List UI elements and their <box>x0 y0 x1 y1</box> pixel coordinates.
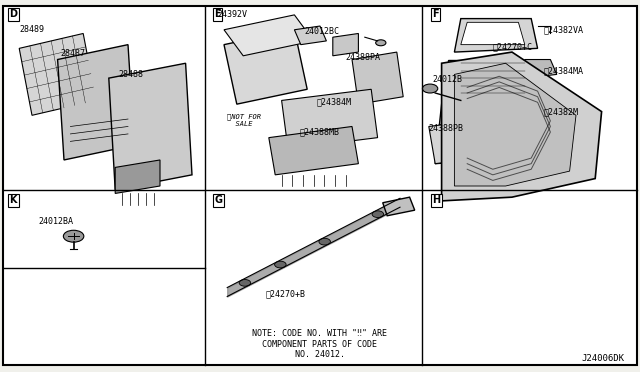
Text: 28489: 28489 <box>19 25 44 34</box>
Text: ※24382VA: ※24382VA <box>544 25 584 34</box>
Text: 24392V: 24392V <box>218 10 248 19</box>
Text: 24388PA: 24388PA <box>346 53 381 62</box>
Text: ※24384M: ※24384M <box>317 98 352 107</box>
Circle shape <box>63 230 84 242</box>
Circle shape <box>422 84 438 93</box>
Polygon shape <box>448 60 538 97</box>
Text: 24012B: 24012B <box>432 76 462 84</box>
Circle shape <box>376 40 386 46</box>
Text: ※24388MB: ※24388MB <box>300 128 340 137</box>
Polygon shape <box>448 112 531 156</box>
Text: 24012BA: 24012BA <box>38 217 74 226</box>
Polygon shape <box>109 63 192 190</box>
Polygon shape <box>115 160 160 193</box>
Text: 24012BC: 24012BC <box>304 27 339 36</box>
Polygon shape <box>525 60 557 78</box>
Polygon shape <box>19 33 96 115</box>
Polygon shape <box>58 45 134 160</box>
Text: 24388PB: 24388PB <box>429 124 464 133</box>
Polygon shape <box>383 197 415 216</box>
Text: E: E <box>214 9 221 19</box>
Circle shape <box>239 279 251 286</box>
Polygon shape <box>333 33 358 56</box>
Circle shape <box>372 211 383 218</box>
Polygon shape <box>461 22 525 45</box>
Circle shape <box>275 261 286 268</box>
Polygon shape <box>269 126 358 175</box>
Text: J24006DK: J24006DK <box>581 354 624 363</box>
Polygon shape <box>454 63 576 186</box>
Text: K: K <box>10 195 17 205</box>
Polygon shape <box>294 26 326 45</box>
Polygon shape <box>429 119 493 164</box>
Polygon shape <box>224 15 314 56</box>
Text: D: D <box>10 9 18 19</box>
Text: G: G <box>214 195 223 205</box>
Text: ※NOT FOR
  SALE: ※NOT FOR SALE <box>227 113 261 127</box>
Polygon shape <box>352 52 403 104</box>
Text: NOTE: CODE NO. WITH "‼" ARE
COMPONENT PARTS OF CODE
NO. 24012.: NOTE: CODE NO. WITH "‼" ARE COMPONENT PA… <box>253 329 387 359</box>
Circle shape <box>319 238 330 245</box>
Polygon shape <box>435 104 544 164</box>
Polygon shape <box>224 30 307 104</box>
Text: ※24382M: ※24382M <box>544 107 579 116</box>
Text: ※24270+B: ※24270+B <box>266 289 306 298</box>
Polygon shape <box>454 19 538 52</box>
Text: F: F <box>432 9 438 19</box>
Text: 28487: 28487 <box>61 49 86 58</box>
Polygon shape <box>442 52 602 201</box>
Text: ※24384MA: ※24384MA <box>544 66 584 75</box>
Text: H: H <box>432 195 440 205</box>
Text: 28488: 28488 <box>118 70 143 79</box>
Text: ※24270+C: ※24270+C <box>493 42 532 51</box>
Polygon shape <box>282 89 378 149</box>
